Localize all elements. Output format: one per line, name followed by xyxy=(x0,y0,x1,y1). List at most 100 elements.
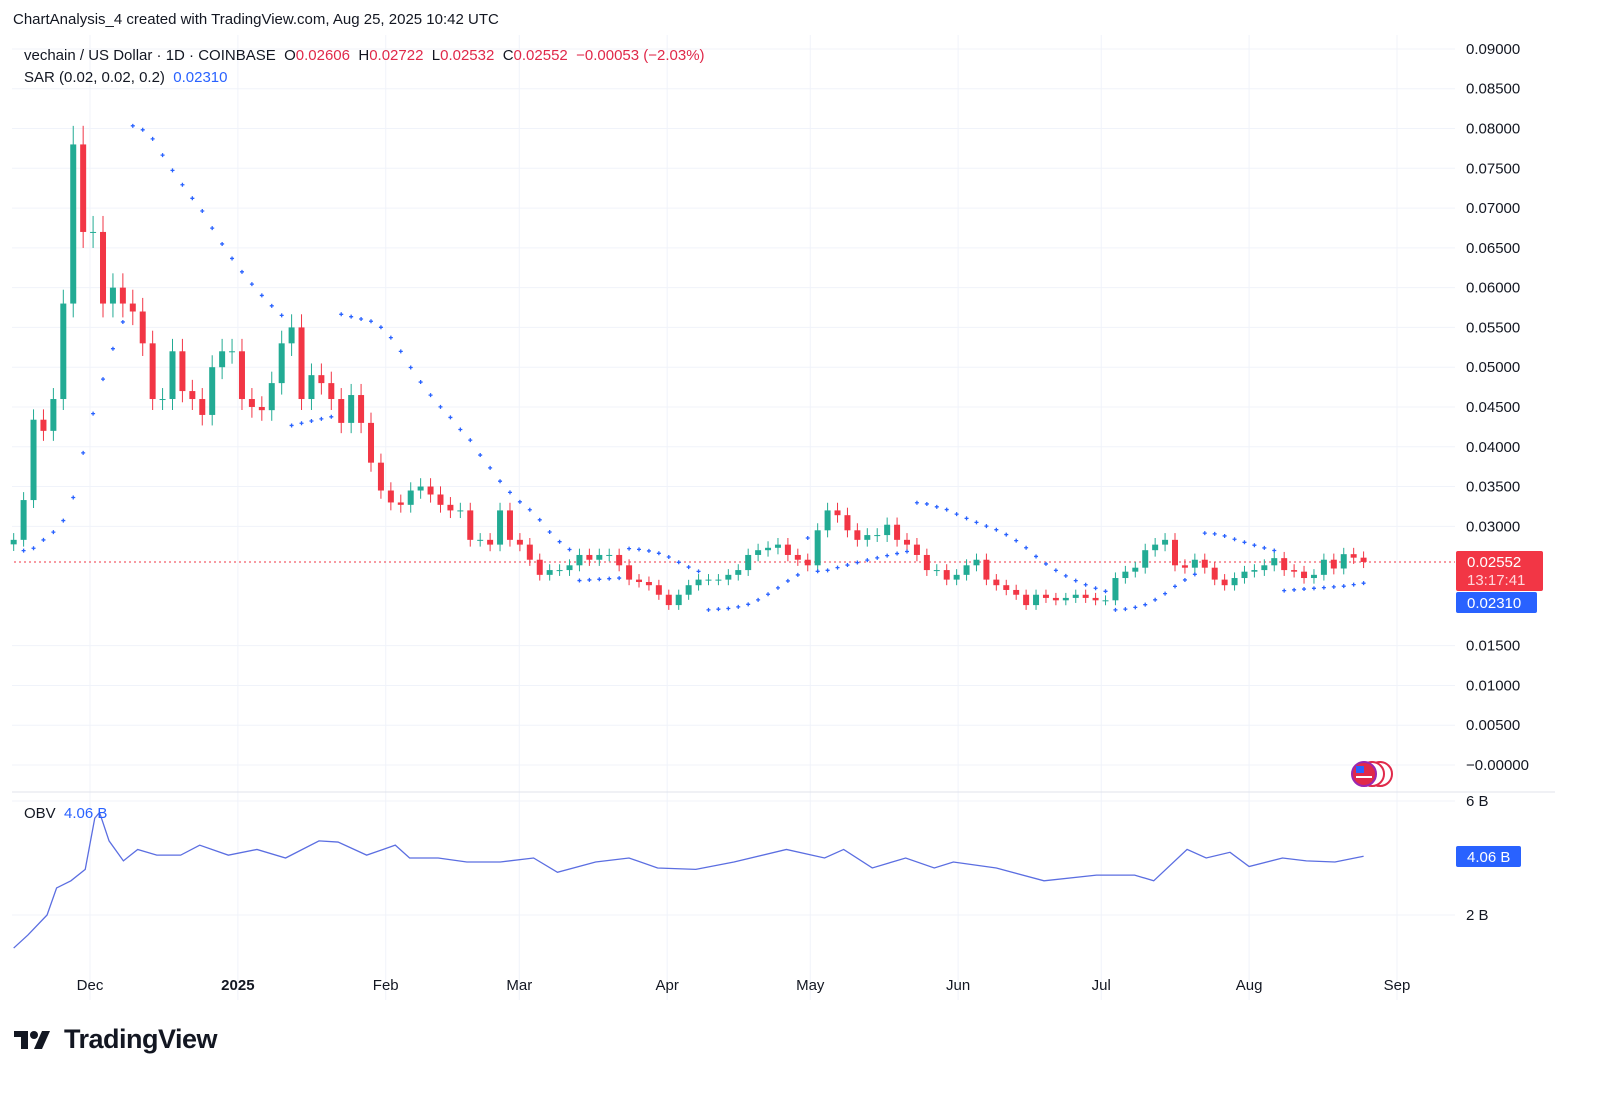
last-price-badge xyxy=(1456,551,1543,591)
sar-dot xyxy=(1341,584,1346,589)
sar-dot xyxy=(627,546,632,551)
candle-body xyxy=(1261,565,1268,571)
symbol-name: vechain / US Dollar · 1D · COINBASE xyxy=(24,47,276,64)
obv-value: 4.06 B xyxy=(64,805,108,822)
candle-body xyxy=(854,530,861,540)
candle-body xyxy=(219,351,226,368)
sar-dot xyxy=(1113,607,1118,612)
price-tick-label: −0.00000 xyxy=(1466,757,1529,774)
candle-body xyxy=(894,524,901,540)
sar-dot xyxy=(617,576,622,581)
sar-dot xyxy=(875,555,880,560)
sar-dot xyxy=(696,569,701,574)
candle-body xyxy=(645,582,652,586)
candle-body xyxy=(1112,578,1119,601)
sar-dot xyxy=(1073,578,1078,583)
candle-body xyxy=(1072,594,1079,598)
high-value: 0.02722 xyxy=(369,47,424,64)
candle-body xyxy=(1241,571,1248,579)
sar-dot xyxy=(944,507,949,512)
sar-dot xyxy=(170,168,175,173)
sar-dot xyxy=(1351,582,1356,587)
candle-body xyxy=(705,579,712,581)
price-tick-label: 0.01000 xyxy=(1466,677,1520,694)
sar-legend[interactable]: SAR (0.02, 0.02, 0.2) 0.02310 xyxy=(24,69,228,86)
price-tick-label: 0.06500 xyxy=(1466,240,1520,257)
sar-dot xyxy=(1083,582,1088,587)
candle-body xyxy=(1360,557,1367,562)
candle-body xyxy=(119,287,126,304)
candle-body xyxy=(1023,594,1030,606)
sar-dot xyxy=(1163,591,1168,596)
sar-dot xyxy=(726,606,731,611)
candle-body xyxy=(1191,559,1198,568)
candle-body xyxy=(1181,565,1188,568)
sar-dot xyxy=(994,527,999,532)
obv-tick-label: 2 B xyxy=(1466,907,1489,924)
candle-body xyxy=(179,351,186,392)
candle-body xyxy=(1042,594,1049,598)
sar-dot xyxy=(835,565,840,570)
sar-dot xyxy=(448,415,453,420)
sar-dot xyxy=(1272,548,1277,553)
candle-body xyxy=(665,594,672,606)
price-tick-label: 0.00500 xyxy=(1466,717,1520,734)
sar-dot xyxy=(1361,581,1366,586)
sar-dot xyxy=(269,303,274,308)
us-flag-event-icon[interactable] xyxy=(1351,761,1393,787)
candle-body xyxy=(238,351,245,400)
candle-body xyxy=(904,539,911,545)
obv-tick-label: 6 B xyxy=(1466,793,1489,810)
sar-dot xyxy=(865,558,870,563)
candle-body xyxy=(90,231,97,233)
candle-body xyxy=(328,383,335,400)
sar-dot xyxy=(1103,589,1108,594)
candle-body xyxy=(953,574,960,580)
candle-body xyxy=(1281,558,1288,571)
candle-body xyxy=(1171,539,1178,566)
sar-dot xyxy=(259,293,264,298)
change-value: −0.00053 (−2.03%) xyxy=(576,47,705,64)
candles xyxy=(10,125,1367,610)
candle-body xyxy=(626,565,633,580)
sar-dot xyxy=(1043,561,1048,566)
candle-body xyxy=(1221,579,1228,586)
sar-dot xyxy=(1311,586,1316,591)
sar-dot xyxy=(815,569,820,574)
candle-body xyxy=(288,327,295,344)
sar-dot xyxy=(1182,577,1187,582)
sar-dot xyxy=(1302,587,1307,592)
candle-body xyxy=(40,419,47,431)
candle-body xyxy=(1271,558,1278,566)
obv-legend[interactable]: OBV 4.06 B xyxy=(24,805,107,822)
price-tick-label: 0.08000 xyxy=(1466,121,1520,138)
tradingview-logo[interactable]: TradingView xyxy=(14,1024,218,1055)
obv-label: OBV xyxy=(24,805,56,822)
candle-body xyxy=(407,490,414,505)
candle-body xyxy=(1211,567,1218,580)
sar-dot xyxy=(478,453,483,458)
sar-dot xyxy=(805,536,810,541)
candle-body xyxy=(348,395,355,423)
candle-body xyxy=(546,570,553,575)
sar-dot xyxy=(766,592,771,597)
sar-dot xyxy=(706,607,711,612)
sar-dot xyxy=(924,501,929,506)
price-tick-label: 0.05000 xyxy=(1466,359,1520,376)
sar-dot xyxy=(1321,585,1326,590)
sar-dot xyxy=(458,427,463,432)
candle-body xyxy=(139,311,146,344)
obv-line xyxy=(13,811,1364,949)
candle-body xyxy=(636,579,643,583)
candle-body xyxy=(278,343,285,384)
candle-body xyxy=(497,510,504,545)
candle-body xyxy=(695,579,702,586)
candle-body xyxy=(516,539,523,545)
symbol-legend[interactable]: vechain / US Dollar · 1D · COINBASE O0.0… xyxy=(24,47,705,64)
price-tick-label: 0.03500 xyxy=(1466,479,1520,496)
sar-dot xyxy=(855,560,860,565)
obv-badge xyxy=(1456,846,1521,867)
sar-dot xyxy=(130,123,135,128)
sar-dot xyxy=(200,209,205,214)
